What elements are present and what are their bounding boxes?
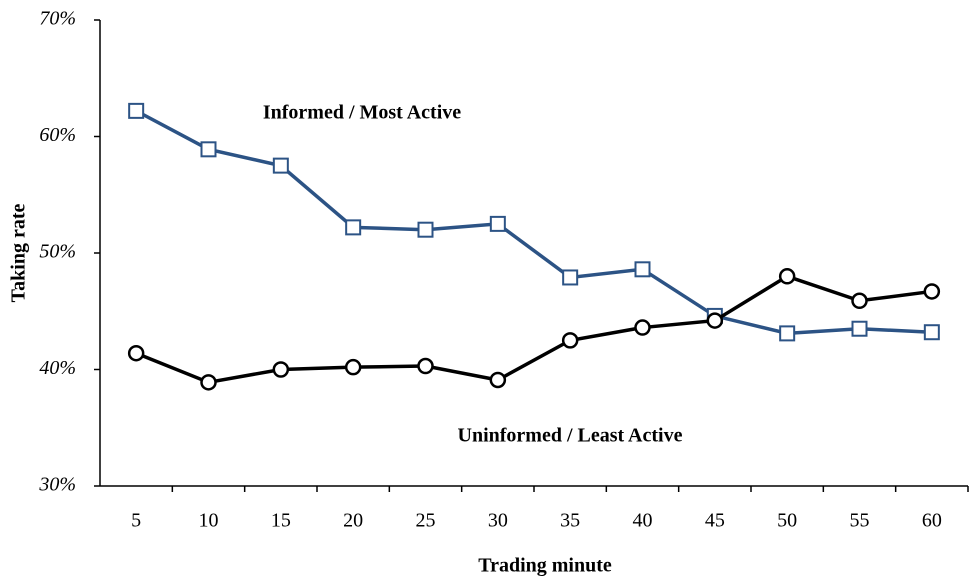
marker (128, 102, 145, 119)
y-tick-label: 50% (39, 241, 76, 263)
marker (923, 324, 940, 341)
x-tick-label: 10 (199, 510, 219, 532)
x-axis-title: Trading minute (478, 555, 612, 577)
x-tick-label: 55 (850, 510, 870, 532)
x-tick-label: 5 (131, 510, 141, 532)
series-label: Uninformed / Least Active (458, 425, 683, 447)
marker (200, 141, 217, 158)
marker (272, 361, 290, 378)
marker (779, 325, 796, 342)
y-tick-label: 70% (39, 8, 76, 30)
x-tick-label: 15 (271, 510, 291, 532)
series-label: Informed / Most Active (263, 102, 461, 124)
y-tick-label: 40% (39, 357, 76, 379)
marker (344, 358, 362, 376)
x-tick-label: 40 (633, 510, 653, 532)
marker (417, 221, 434, 238)
marker (561, 332, 579, 349)
marker (417, 357, 434, 375)
marker (489, 215, 506, 232)
marker (706, 312, 724, 329)
marker (634, 319, 651, 336)
marker (923, 283, 941, 300)
marker (272, 157, 289, 174)
x-tick-label: 20 (343, 510, 363, 532)
marker (489, 371, 507, 389)
marker (200, 374, 217, 391)
series-line (135, 109, 932, 336)
x-tick-label: 60 (922, 510, 942, 532)
x-tick-label: 30 (488, 510, 508, 532)
y-tick-label: 30% (38, 474, 76, 496)
x-tick-label: 45 (705, 510, 725, 532)
marker (562, 269, 579, 286)
x-tick-label: 35 (560, 510, 580, 532)
series-line (135, 274, 933, 385)
marker (634, 261, 651, 278)
y-tick-label: 60% (39, 124, 76, 146)
marker (127, 344, 145, 362)
y-axis-title: Taking rate (8, 204, 30, 303)
x-tick-label: 25 (416, 510, 436, 532)
marker (345, 219, 362, 236)
marker (778, 268, 796, 285)
marker (851, 320, 868, 337)
x-tick-label: 50 (777, 510, 797, 532)
marker (851, 292, 868, 310)
